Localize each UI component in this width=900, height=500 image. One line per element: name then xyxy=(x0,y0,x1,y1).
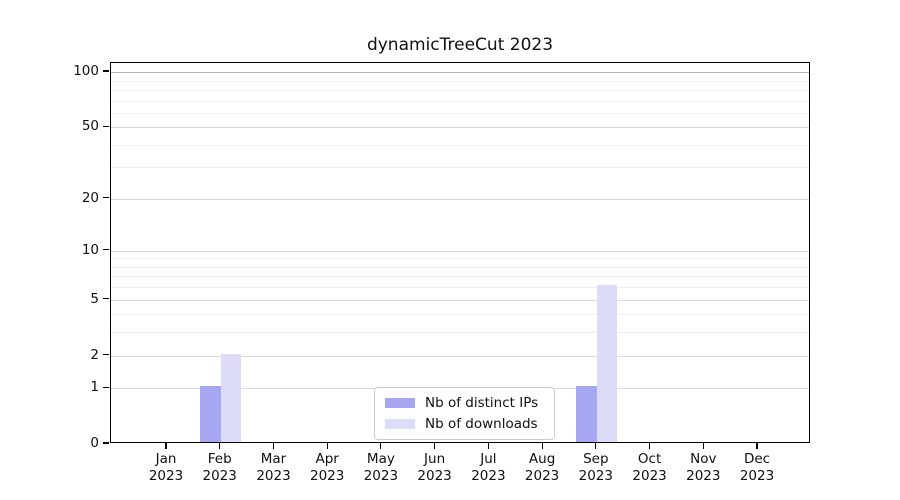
x-tick-mark-mar xyxy=(272,443,275,449)
bar-distinct-ips-feb xyxy=(200,386,221,442)
chart-title: dynamicTreeCut 2023 xyxy=(366,35,554,55)
x-tick-label-apr: Apr 2023 xyxy=(292,451,362,485)
x-tick-year: 2023 xyxy=(686,468,721,484)
y-tick-label-0: 0 xyxy=(90,435,99,451)
x-tick-month: Aug xyxy=(528,451,556,467)
x-tick-mark-sep xyxy=(595,443,597,449)
x-tick-month: Feb xyxy=(207,451,232,467)
x-tick-mark-jun xyxy=(434,443,436,449)
legend-label-distinct-ips: Nb of distinct IPs xyxy=(425,395,539,411)
x-tick-month: Mar xyxy=(260,451,287,467)
legend-label-downloads: Nb of downloads xyxy=(425,416,538,432)
x-tick-month: Oct xyxy=(637,451,662,467)
y-tick-label-2: 2 xyxy=(90,346,99,363)
x-tick-year: 2023 xyxy=(471,468,506,484)
x-tick-year: 2023 xyxy=(256,468,291,484)
bar-downloads-feb xyxy=(220,353,242,442)
gridline-minor-4 xyxy=(111,314,809,316)
y-tick-mark-5 xyxy=(103,298,109,300)
y-tick-label-20: 20 xyxy=(81,189,99,206)
x-tick-label-feb: Feb 2023 xyxy=(185,451,255,485)
x-tick-mark-feb xyxy=(219,443,221,449)
x-tick-month: Jun xyxy=(424,451,446,467)
gridline-major-50 xyxy=(111,127,809,129)
gridline-minor-80 xyxy=(111,89,809,91)
gridline-minor-30 xyxy=(111,167,809,169)
x-tick-month: Dec xyxy=(743,451,771,467)
x-tick-label-aug: Aug 2023 xyxy=(507,451,577,485)
gridline-minor-70 xyxy=(111,100,809,102)
y-tick-label-50: 50 xyxy=(81,118,99,135)
bar-distinct-ips-sep xyxy=(576,386,597,442)
gridline-major-10 xyxy=(111,250,809,252)
x-tick-year: 2023 xyxy=(417,468,452,484)
y-tick-mark-10 xyxy=(103,249,109,251)
x-tick-mark-nov xyxy=(702,443,704,449)
gridline-major-2 xyxy=(111,355,809,357)
x-tick-label-dec: Dec 2023 xyxy=(722,451,792,485)
gridline-minor-7 xyxy=(111,276,809,278)
x-tick-mark-jan xyxy=(165,443,167,449)
y-tick-mark-100 xyxy=(103,70,109,72)
gridline-minor-3 xyxy=(111,332,809,334)
legend: Nb of distinct IPs Nb of downloads xyxy=(374,387,555,440)
x-tick-mark-apr xyxy=(326,443,328,449)
y-tick-label-100: 100 xyxy=(73,63,99,79)
legend-swatch-distinct-ips xyxy=(385,398,415,408)
gridline-minor-6 xyxy=(111,287,809,289)
y-tick-mark-0 xyxy=(103,442,109,444)
legend-item-distinct-ips: Nb of distinct IPs xyxy=(385,395,544,411)
x-tick-label-nov: Nov 2023 xyxy=(668,451,738,485)
x-tick-year: 2023 xyxy=(363,468,399,484)
x-tick-month: Jul xyxy=(480,451,497,467)
y-tick-mark-50 xyxy=(103,125,109,127)
gridline-major-100 xyxy=(111,72,809,73)
x-tick-month: May xyxy=(366,451,395,467)
bar-downloads-sep xyxy=(596,285,618,442)
plot-area: Nb of distinct IPs Nb of downloads xyxy=(110,62,810,443)
x-tick-year: 2023 xyxy=(578,468,613,484)
x-tick-label-sep: Sep 2023 xyxy=(561,451,631,485)
y-tick-label-1: 1 xyxy=(90,379,99,396)
gridline-major-20 xyxy=(111,198,809,200)
y-tick-mark-1 xyxy=(103,386,109,388)
x-tick-month: Apr xyxy=(315,451,339,467)
x-tick-year: 2023 xyxy=(739,468,775,484)
x-tick-month: Jan xyxy=(155,451,177,467)
x-tick-label-jul: Jul 2023 xyxy=(453,451,523,485)
x-tick-year: 2023 xyxy=(632,468,667,484)
gridline-minor-9 xyxy=(111,258,809,260)
x-tick-label-mar: Mar 2023 xyxy=(239,451,309,485)
x-tick-year: 2023 xyxy=(524,468,560,484)
gridline-major-5 xyxy=(111,299,809,301)
x-tick-mark-oct xyxy=(649,443,651,449)
x-tick-mark-dec xyxy=(756,443,758,449)
x-tick-month: Nov xyxy=(690,451,717,467)
gridline-minor-90 xyxy=(111,80,809,82)
y-tick-label-10: 10 xyxy=(81,241,99,258)
x-tick-year: 2023 xyxy=(202,468,237,484)
x-tick-mark-may xyxy=(380,443,382,449)
gridline-minor-60 xyxy=(111,112,809,114)
x-tick-year: 2023 xyxy=(148,468,184,484)
y-tick-mark-2 xyxy=(103,353,109,356)
bars-layer xyxy=(111,63,809,442)
y-tick-mark-20 xyxy=(103,197,109,199)
gridline-minor-40 xyxy=(111,144,809,146)
x-tick-label-may: May 2023 xyxy=(346,451,416,485)
x-tick-label-oct: Oct 2023 xyxy=(615,451,685,485)
x-tick-mark-jul xyxy=(487,443,489,449)
x-tick-mark-aug xyxy=(541,443,543,449)
gridline-minor-8 xyxy=(111,266,809,268)
x-tick-year: 2023 xyxy=(310,468,345,484)
y-tick-label-5: 5 xyxy=(90,290,99,307)
legend-item-downloads: Nb of downloads xyxy=(385,416,544,432)
x-tick-label-jun: Jun 2023 xyxy=(400,451,470,485)
x-tick-month: Sep xyxy=(583,451,609,467)
legend-swatch-downloads xyxy=(385,419,415,429)
x-tick-label-jan: Jan 2023 xyxy=(131,451,201,485)
